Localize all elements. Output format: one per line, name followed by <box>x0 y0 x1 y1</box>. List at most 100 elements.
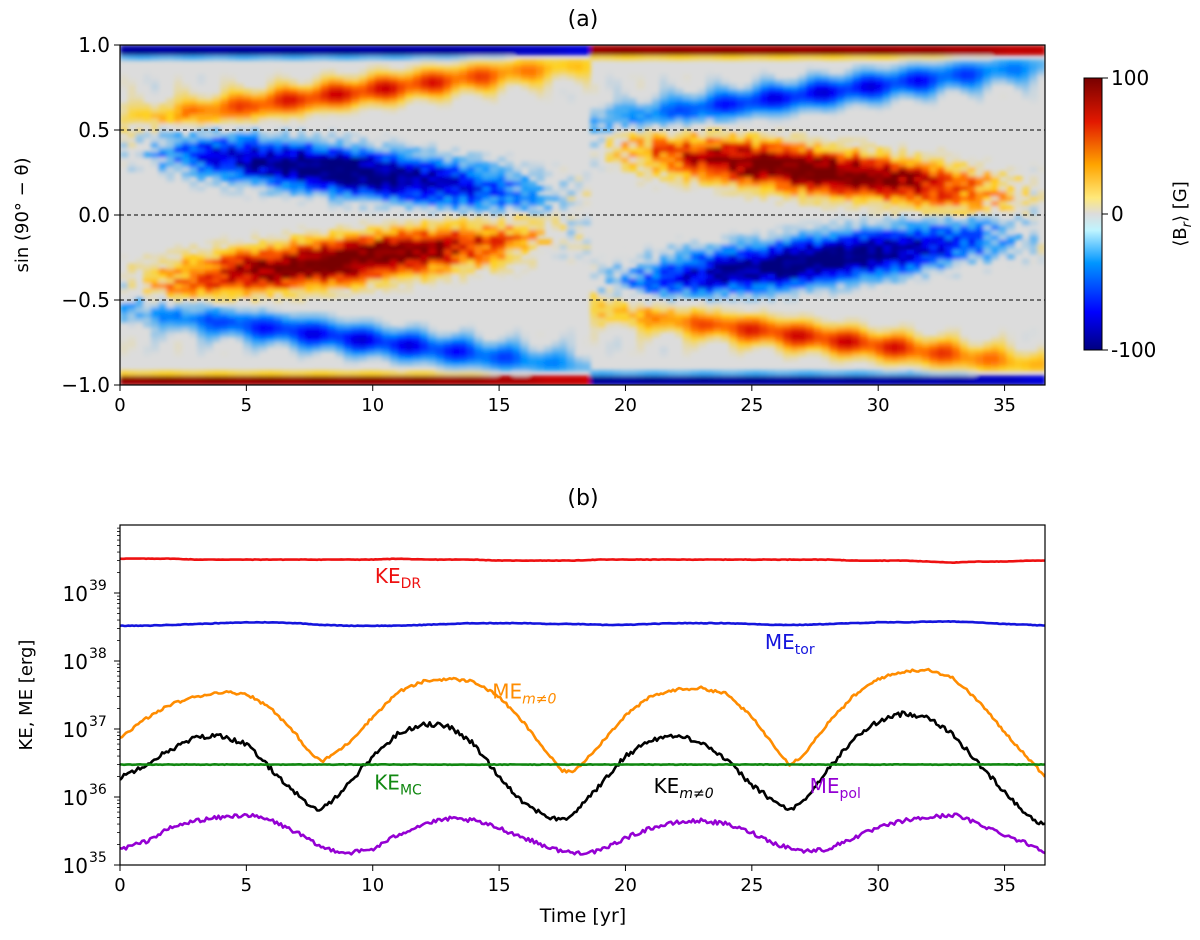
heatmap-cell <box>474 355 483 362</box>
heatmap-cell <box>867 355 876 362</box>
heatmap-cell <box>667 292 676 299</box>
heatmap-cell <box>343 200 352 206</box>
heatmap-cell <box>320 103 329 109</box>
heatmap-cell <box>929 54 938 61</box>
heatmap-cell <box>320 239 329 245</box>
heatmap-cell <box>459 234 468 240</box>
heatmap-cell <box>898 190 907 197</box>
heatmap-cell <box>482 64 491 70</box>
heatmap-cell <box>266 166 275 172</box>
heatmap-cell <box>312 234 321 240</box>
heatmap-cell <box>420 185 429 192</box>
heatmap-cell <box>567 346 576 352</box>
heatmap-cell <box>775 161 784 168</box>
heatmap-cell <box>752 171 761 177</box>
heatmap-cell <box>266 137 275 143</box>
heatmap-cell <box>929 181 938 187</box>
heatmap-cell <box>520 224 530 231</box>
heatmap-cell <box>675 234 684 240</box>
heatmap-cell <box>490 195 499 202</box>
heatmap-cell <box>289 132 298 138</box>
heatmap-cell <box>860 380 869 385</box>
heatmap-cell <box>860 142 869 148</box>
heatmap-cell <box>436 83 445 90</box>
heatmap-cell <box>790 224 799 231</box>
heatmap-cell <box>251 321 260 328</box>
heatmap-cell <box>675 88 684 95</box>
heatmap-cell <box>443 171 453 177</box>
heatmap-cell <box>359 156 368 163</box>
heatmap-cell <box>174 142 183 148</box>
heatmap-cell <box>320 83 329 90</box>
heatmap-cell <box>597 127 607 134</box>
heatmap-cell <box>536 351 545 357</box>
heatmap-cell <box>189 326 198 333</box>
heatmap-cell <box>759 156 769 163</box>
heatmap-cell <box>906 360 915 367</box>
heatmap-cell <box>628 380 638 385</box>
heatmap-cell <box>212 137 221 143</box>
heatmap-cell <box>227 370 237 376</box>
heatmap-cell <box>520 239 530 245</box>
heatmap-cell <box>220 117 229 124</box>
heatmap-cell <box>659 326 668 333</box>
heatmap-cell <box>906 249 915 255</box>
heatmap-cell <box>782 185 792 192</box>
heatmap-cell <box>713 302 722 308</box>
heatmap-cell <box>744 273 753 279</box>
heatmap-cell <box>536 215 545 221</box>
heatmap-cell <box>836 326 846 333</box>
heatmap-cell <box>775 156 784 163</box>
heatmap-cell <box>127 132 136 138</box>
heatmap-cell <box>636 122 645 129</box>
heatmap-cell <box>690 103 699 109</box>
heatmap-cell <box>274 239 283 245</box>
heatmap-cell <box>690 176 699 182</box>
heatmap-cell <box>921 185 930 192</box>
heatmap-cell <box>443 360 453 367</box>
heatmap-cell <box>135 93 144 100</box>
heatmap-cell <box>513 219 522 226</box>
heatmap-cell <box>605 268 614 274</box>
heatmap-cell <box>520 346 530 352</box>
heatmap-cell <box>829 74 838 80</box>
heatmap-cell <box>297 195 306 202</box>
heatmap-cell <box>782 375 792 381</box>
heatmap-cell <box>412 171 422 177</box>
heatmap-cell <box>281 142 291 148</box>
heatmap-cell <box>790 326 799 333</box>
heatmap-cell <box>289 292 298 299</box>
heatmap-cell <box>836 108 846 114</box>
heatmap-cell <box>914 249 923 255</box>
heatmap-cell <box>297 185 306 192</box>
heatmap-cell <box>397 161 406 168</box>
heatmap-cell <box>875 79 884 85</box>
heatmap-cell <box>497 355 506 362</box>
heatmap-cell <box>243 93 252 100</box>
heatmap-cell <box>312 79 321 85</box>
heatmap-cell <box>721 151 730 158</box>
heatmap-cell <box>713 380 722 385</box>
heatmap-cell <box>729 103 738 109</box>
heatmap-cell <box>343 171 352 177</box>
heatmap-cell <box>235 239 244 245</box>
heatmap-cell <box>605 54 614 61</box>
heatmap-cell <box>366 355 375 362</box>
heatmap-cell <box>258 370 268 376</box>
heatmap-cell <box>343 185 352 192</box>
heatmap-cell <box>366 239 375 245</box>
heatmap-cell <box>459 273 468 279</box>
heatmap-cell <box>906 355 915 362</box>
heatmap-cell <box>150 346 160 352</box>
heatmap-cell <box>266 88 275 95</box>
heatmap-cell <box>359 273 368 279</box>
heatmap-cell <box>798 74 807 80</box>
heatmap-cell <box>466 176 476 182</box>
heatmap-cell <box>821 108 830 114</box>
heatmap-cell <box>567 229 576 236</box>
heatmap-cell <box>628 122 638 129</box>
heatmap-cell <box>374 268 383 274</box>
heatmap-cell <box>898 200 907 206</box>
heatmap-cell <box>482 151 491 158</box>
heatmap-cell <box>798 287 807 294</box>
